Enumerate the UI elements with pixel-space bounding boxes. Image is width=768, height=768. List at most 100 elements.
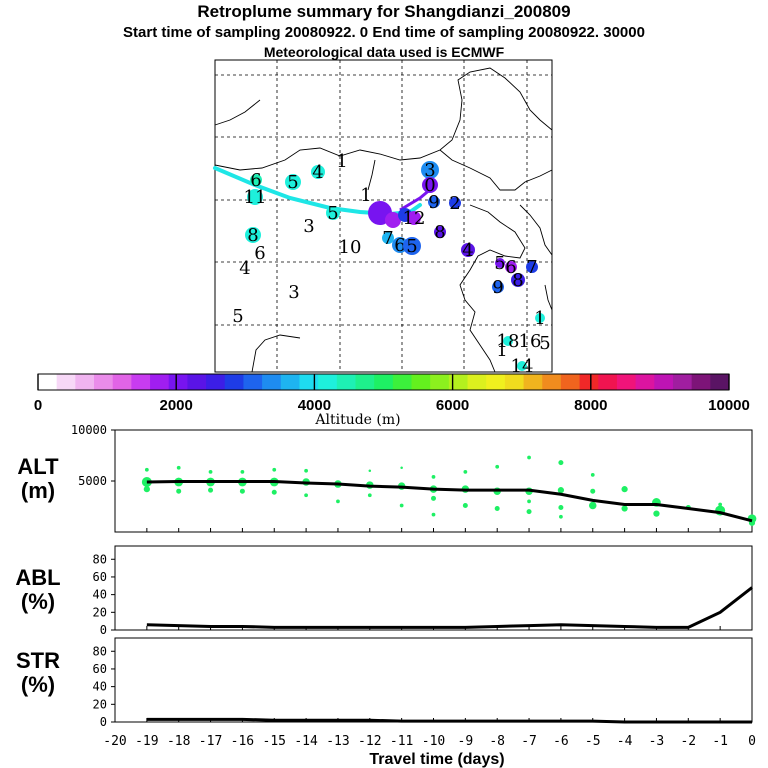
- colorbar-swatch: [94, 374, 114, 390]
- abl-label: ABL: [15, 565, 60, 590]
- str-panel: 80 60 40 20 0 STR(%): [16, 637, 753, 729]
- colorbar-swatch: [38, 374, 58, 390]
- colorbar-swatch: [504, 374, 525, 390]
- map-day-label: 9: [492, 277, 503, 298]
- x-tick-label: -10: [422, 734, 445, 749]
- map-day-label: 3: [424, 160, 435, 181]
- x-tick-label: -9: [458, 734, 474, 749]
- colorbar-swatch: [75, 374, 95, 390]
- alt-point: [240, 469, 245, 474]
- alt-point: [431, 495, 436, 501]
- x-tick-label: -20: [103, 734, 126, 749]
- alt-label: ALT: [17, 454, 59, 479]
- map-border: [214, 99, 261, 126]
- alt-point: [718, 502, 723, 507]
- str-frame: [114, 637, 753, 723]
- map-day-label: 5: [539, 333, 550, 354]
- alt-point: [272, 467, 277, 472]
- colorbar-swatch: [392, 374, 413, 390]
- map-day-label: 4: [312, 162, 323, 183]
- map-day-label: 12: [403, 208, 426, 229]
- map-day-label: 1: [496, 340, 507, 361]
- map-marker: [511, 273, 525, 287]
- colorbar-swatch: [710, 374, 730, 390]
- x-axis: -20 -19 -18 -17 -16 -15 -14 -13 -12 -11 -10 -9 -8 -7-…: [103, 528, 756, 768]
- abl-ytick-label: 40: [93, 588, 107, 602]
- map-border: [367, 159, 376, 191]
- map-day-label: 1: [360, 185, 371, 206]
- map-border: [519, 204, 553, 256]
- colorbar-swatch: [56, 374, 76, 390]
- alt-median-line: [146, 480, 753, 523]
- abl-ytick-label: 20: [93, 605, 107, 619]
- map-day-label: 1: [336, 151, 347, 172]
- alt-point: [431, 475, 436, 479]
- map-day-label: 6: [250, 170, 261, 191]
- alt-point: [494, 506, 500, 512]
- map-marker: [247, 189, 263, 205]
- map-day-label: 5: [406, 236, 417, 257]
- x-tick-label: -17: [199, 734, 222, 749]
- x-tick-label: -14: [294, 734, 318, 749]
- str-ytick-label: 20: [93, 697, 107, 711]
- x-tick-label: -8: [489, 734, 505, 749]
- alt-point: [558, 505, 564, 511]
- alt-point: [304, 493, 308, 498]
- str-ytick-label: 40: [93, 680, 107, 694]
- alt-point: [558, 460, 564, 466]
- map-day-label: 10: [339, 237, 362, 258]
- alt-point: [590, 473, 595, 477]
- colorbar-tick-label: 0: [34, 397, 42, 414]
- x-tick-label: -19: [135, 734, 158, 749]
- alt-point: [239, 488, 245, 494]
- figure-title: Retroplume summary for Shangdianzi_20080…: [197, 2, 571, 21]
- map-day-label: 16: [519, 331, 542, 352]
- colorbar-swatch: [112, 374, 132, 390]
- alt-point: [367, 493, 372, 498]
- map-day-label: 7: [382, 228, 393, 249]
- str-ytick-label: 80: [93, 644, 107, 658]
- colorbar-tick-label: 2000: [160, 397, 193, 414]
- colorbar-swatch: [150, 374, 170, 390]
- colorbar-swatch: [672, 374, 693, 390]
- alt-point: [431, 512, 436, 517]
- colorbar-tick-label: 10000: [708, 397, 750, 414]
- map-day-label: 3: [303, 216, 314, 237]
- map-marker: [422, 177, 438, 193]
- map-day-label: 5: [232, 306, 243, 327]
- colorbar-swatch: [654, 374, 674, 390]
- alt-point: [527, 455, 531, 460]
- map-day-label: 7: [526, 257, 537, 278]
- map-border: [251, 334, 301, 373]
- colorbar-swatch: [224, 374, 244, 390]
- alt-ytick-label: 10000: [71, 423, 107, 437]
- alt-panel: 10000 5000 ALT(m): [17, 423, 757, 533]
- colorbar-swatch: [355, 374, 375, 390]
- map-border: [544, 284, 553, 311]
- map-day-label: 5: [287, 172, 298, 193]
- map-border: [439, 149, 553, 191]
- map-marker: [403, 237, 421, 255]
- str-ytick-label: 60: [93, 662, 107, 676]
- colorbar-swatch: [299, 374, 319, 390]
- colorbar-swatch: [635, 374, 655, 390]
- alt-point: [176, 465, 181, 470]
- map-day-label: 8: [512, 270, 523, 291]
- map-day-label: 4: [239, 258, 250, 279]
- alt-point: [589, 501, 597, 510]
- x-tick-label: -3: [649, 734, 665, 749]
- x-tick-label: -11: [390, 734, 413, 749]
- map-marker: [492, 281, 504, 293]
- plume-core-blob: [385, 212, 401, 228]
- colorbar-swatch: [411, 374, 431, 390]
- alt-point: [559, 514, 563, 519]
- colorbar-swatch: [374, 374, 394, 390]
- map-day-label: 4: [462, 240, 473, 261]
- map-day-label: 14: [511, 356, 534, 377]
- map-marker: [245, 227, 261, 243]
- colorbar-swatch: [318, 374, 338, 390]
- alt-point: [526, 509, 532, 515]
- x-tick-label: -5: [585, 734, 601, 749]
- map-day-label: 6: [394, 235, 405, 256]
